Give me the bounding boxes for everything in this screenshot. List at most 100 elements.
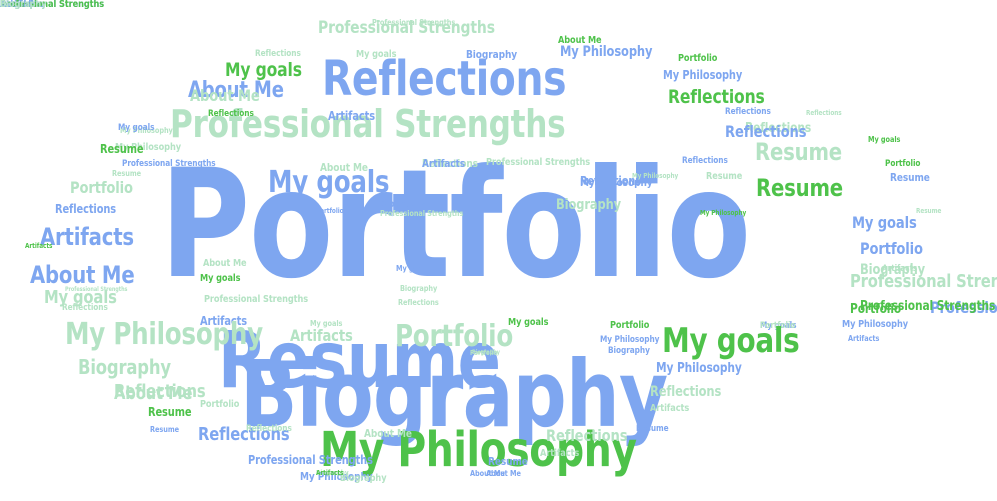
cloud-word: Professional Strengths — [0, 0, 105, 10]
cloud-word: Portfolio — [0, 0, 40, 10]
cloud-word: About Me — [320, 161, 368, 174]
cloud-word: Reflections — [322, 51, 567, 107]
cloud-word: Professional Strengths — [930, 298, 997, 317]
cloud-word: Professional Strengths — [0, 0, 105, 10]
cloud-word: Portfolio — [678, 53, 718, 64]
cloud-word: Resume — [756, 174, 843, 202]
cloud-word: Reflections — [725, 122, 807, 141]
cloud-word: Artifacts — [328, 109, 375, 123]
cloud-word: About Me — [203, 258, 247, 269]
cloud-word: Professional Strengths — [65, 286, 128, 293]
cloud-word: About Me — [486, 469, 521, 478]
cloud-word: About Me — [0, 0, 44, 10]
cloud-word: About Me — [0, 0, 44, 10]
cloud-word: Portfolio — [860, 239, 923, 258]
cloud-word: Resume — [755, 138, 842, 166]
cloud-word: Artifacts — [316, 469, 344, 477]
cloud-word: My Philosophy — [600, 335, 660, 345]
cloud-word: Artifacts — [25, 242, 53, 250]
cloud-word: Reflections — [668, 86, 765, 108]
cloud-word: Resume — [890, 171, 930, 184]
cloud-word: My Philosophy — [580, 176, 653, 189]
cloud-word: Reflections — [208, 109, 254, 119]
cloud-word: My goals — [760, 321, 797, 331]
cloud-word: Resume — [148, 405, 192, 419]
cloud-word: About Me — [470, 469, 505, 478]
cloud-word: Biography — [556, 197, 622, 213]
cloud-word: Professional Strengths — [860, 299, 996, 314]
cloud-word: Resume — [112, 169, 141, 178]
cloud-word: About Me — [0, 0, 44, 10]
cloud-word: Portfolio — [850, 302, 902, 317]
cloud-word: Reflections — [255, 49, 301, 59]
cloud-word: My goals — [268, 165, 390, 200]
cloud-word: Professional Strengths — [318, 18, 495, 38]
cloud-word: Reflections — [198, 424, 290, 445]
cloud-word: Reflections — [806, 109, 842, 117]
cloud-word: Reflections — [546, 426, 628, 445]
cloud-word: My goals — [118, 123, 155, 133]
cloud-word: Biography — [380, 199, 427, 210]
cloud-word: My Philosophy — [656, 361, 742, 376]
cloud-word: Professional Strengths — [372, 18, 456, 27]
cloud-word: My Philosophy — [300, 470, 373, 483]
cloud-word: About Me — [30, 261, 135, 289]
cloud-word: Biography — [400, 284, 438, 293]
cloud-word: Biography — [78, 355, 171, 379]
cloud-word: Reflections — [422, 157, 478, 170]
cloud-word: Portfolio — [760, 321, 796, 331]
cloud-word: My goals — [662, 321, 800, 361]
cloud-word: My goals — [396, 264, 429, 273]
cloud-word: Resume — [100, 142, 144, 156]
cloud-word: My Philosophy — [120, 126, 173, 135]
cloud-word: Reflections — [682, 156, 728, 166]
cloud-word: My goals — [508, 317, 549, 328]
cloud-word: My Philosophy — [320, 422, 637, 478]
cloud-word: Professional Strengths — [248, 453, 373, 467]
cloud-word: Portfolio — [0, 0, 40, 10]
cloud-word: Reflections — [114, 381, 206, 402]
cloud-word: My Philosophy — [560, 44, 653, 60]
cloud-word: Professional Strengths — [850, 271, 997, 292]
cloud-word: Portfolio — [610, 320, 650, 331]
cloud-word: Reflections — [246, 424, 292, 434]
cloud-word: My goals — [356, 49, 397, 60]
cloud-word: Reflections — [580, 174, 642, 188]
cloud-word: Portfolio — [0, 0, 40, 10]
cloud-word: Resume — [636, 424, 669, 434]
cloud-word: My Philosophy — [65, 317, 263, 352]
cloud-word: Artifacts — [540, 448, 580, 459]
cloud-word: Biography — [0, 0, 47, 10]
cloud-word: My Philosophy — [700, 209, 747, 217]
cloud-word: Reflections — [745, 121, 812, 136]
cloud-word: Reflections — [725, 107, 771, 117]
cloud-word: Reflections — [55, 202, 117, 216]
cloud-word: Resume — [488, 455, 528, 468]
cloud-word: About Me — [190, 86, 260, 105]
cloud-word: My goals — [310, 319, 343, 328]
cloud-word: Resume — [150, 425, 179, 434]
cloud-word: Professional Strengths — [486, 157, 591, 168]
cloud-word: Biography — [466, 48, 518, 61]
cloud-word: Reflections — [62, 303, 108, 313]
cloud-word: About Me — [114, 383, 193, 404]
cloud-word: Resume — [218, 316, 501, 406]
cloud-word: Biography — [608, 346, 650, 356]
cloud-word: Professional Strengths — [204, 294, 309, 305]
cloud-word: Biography — [472, 349, 500, 356]
cloud-word: Biography — [860, 262, 926, 278]
cloud-word: My goals — [868, 135, 901, 144]
cloud-word: Portfolio — [70, 178, 133, 197]
cloud-word: About Me — [364, 427, 412, 440]
cloud-word: Biography — [340, 473, 387, 484]
cloud-word: My Philosophy — [632, 172, 679, 180]
cloud-word: Professional Strengths — [380, 209, 464, 218]
cloud-word: Biography — [0, 0, 47, 10]
cloud-word: Resume — [0, 0, 37, 10]
cloud-word: Portfolio — [160, 138, 751, 312]
cloud-word: Artifacts — [882, 264, 918, 274]
cloud-word: My Philosophy — [842, 319, 908, 330]
cloud-word: My goals — [44, 287, 117, 308]
cloud-word: Reflections — [650, 384, 722, 400]
